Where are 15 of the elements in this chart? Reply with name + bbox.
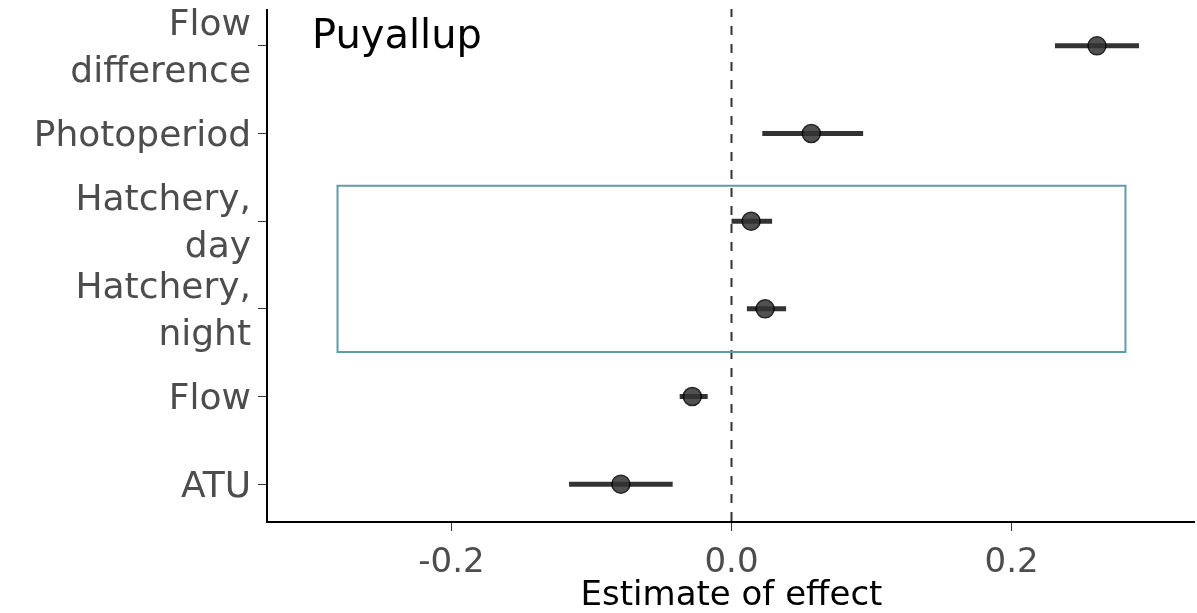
y-tick-label: Flow — [168, 376, 252, 418]
point — [682, 386, 703, 407]
point — [611, 474, 631, 494]
point — [801, 123, 822, 144]
x-tick-label: -0.2 — [418, 539, 485, 580]
y-tick-label: Hatchery, night — [75, 265, 252, 353]
y-tick-label: ATU — [180, 463, 252, 505]
y-tick-label: Hatchery, day — [75, 177, 252, 266]
point — [1087, 36, 1107, 56]
y-tick-label: Photoperiod — [33, 113, 252, 155]
chart-title: Puyallup — [312, 11, 482, 57]
point — [755, 299, 775, 319]
point — [741, 211, 761, 231]
x-tick-label: 0.2 — [984, 539, 1039, 580]
y-tick-label: Flow difference — [70, 2, 252, 90]
